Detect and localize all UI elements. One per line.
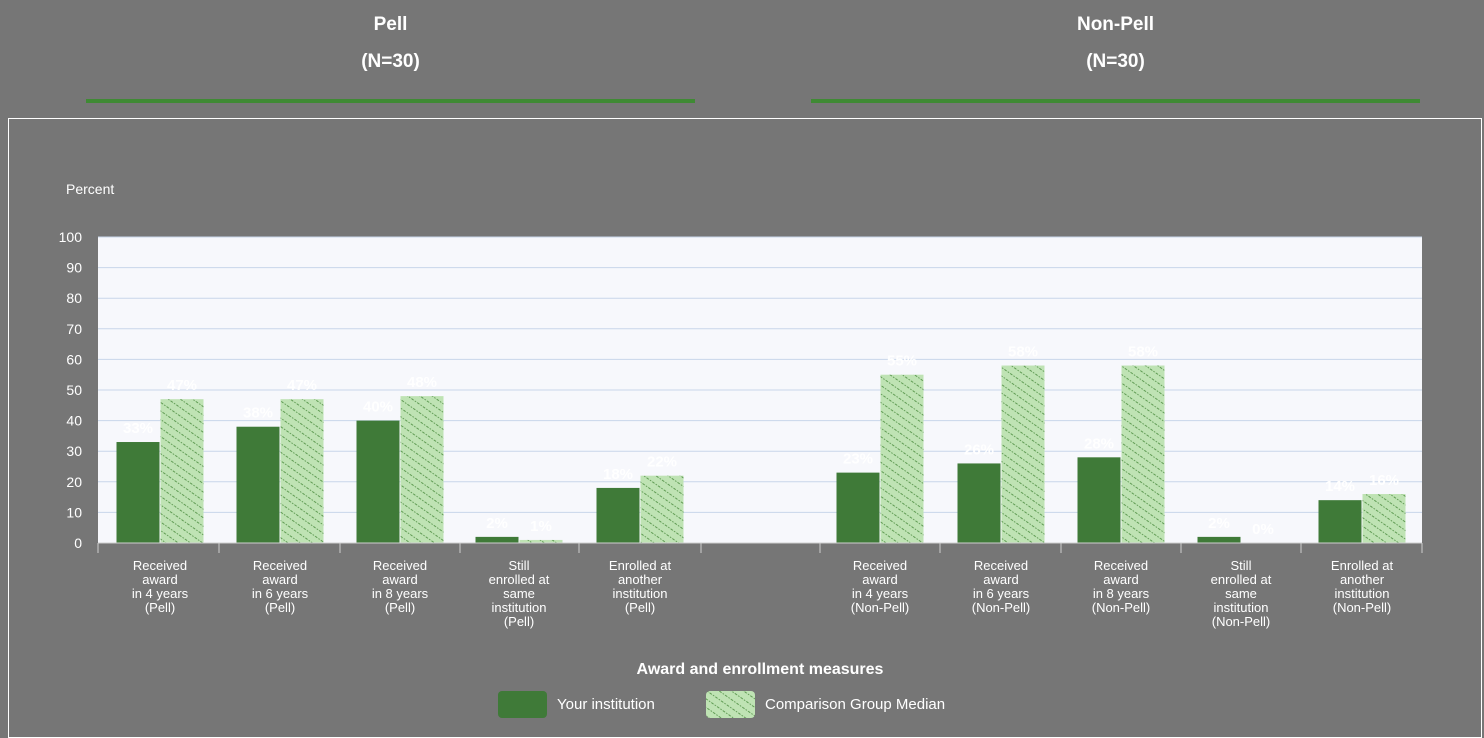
- bar-data-label: 38%: [243, 405, 273, 422]
- pell-group-count: (N=30): [361, 51, 420, 72]
- legend-label: Your institution: [557, 696, 655, 713]
- bar-comparison-median: [1121, 365, 1165, 543]
- bar-your-institution: [475, 536, 519, 543]
- x-category-label: Received award in 6 years (Pell): [252, 558, 309, 615]
- x-category-label: Enrolled at another institution (Pell): [609, 558, 672, 615]
- bar-your-institution: [1197, 536, 1241, 543]
- y-tick-label: 70: [66, 321, 82, 337]
- bar-comparison-median: [640, 475, 684, 543]
- bar-your-institution: [116, 442, 160, 543]
- bar-data-label: 40%: [363, 399, 393, 416]
- bar-data-label: 47%: [287, 377, 317, 394]
- bar-data-label: 14%: [1325, 478, 1355, 495]
- y-tick-label: 100: [59, 229, 83, 245]
- non-pell-group-count: (N=30): [1086, 51, 1145, 72]
- bar-your-institution: [1318, 500, 1362, 543]
- bar-data-label: 55%: [887, 353, 917, 370]
- x-category-label: Enrolled at another institution (Non-Pell): [1331, 558, 1394, 615]
- y-tick-label: 90: [66, 260, 82, 276]
- bar-comparison-median: [880, 374, 924, 543]
- bar-data-label: 22%: [647, 454, 677, 471]
- y-tick-label: 60: [66, 351, 82, 367]
- bar-data-label: 26%: [964, 441, 994, 458]
- bar-your-institution: [836, 472, 880, 543]
- y-tick-label: 80: [66, 290, 82, 306]
- y-tick-label: 40: [66, 413, 82, 429]
- bar-data-label: 0%: [1252, 521, 1274, 538]
- non-pell-group-header: Non-Pell (N=30): [811, 6, 1420, 80]
- y-tick-label: 0: [74, 535, 82, 551]
- bar-comparison-median: [1001, 365, 1045, 543]
- x-category-label: Received award in 4 years (Pell): [132, 558, 189, 615]
- non-pell-group-title: Non-Pell: [1076, 14, 1155, 35]
- bar-data-label: 23%: [843, 451, 873, 468]
- x-axis-label: Award and enrollment measures: [637, 661, 884, 678]
- bar-comparison-median: [519, 539, 563, 543]
- bar-comparison-median: [400, 396, 444, 543]
- y-tick-label: 10: [66, 504, 82, 520]
- legend-label: Comparison Group Median: [765, 696, 945, 713]
- y-tick-label: 50: [66, 382, 82, 398]
- x-category-label: Received award in 6 years (Non-Pell): [972, 558, 1031, 615]
- bar-comparison-median: [160, 399, 204, 543]
- chart-header: Pell (N=30) Non-Pell (N=30): [0, 0, 1484, 118]
- bar-data-label: 28%: [1084, 435, 1114, 452]
- bar-your-institution: [596, 487, 640, 543]
- bar-data-label: 58%: [1008, 344, 1038, 361]
- pell-group-header: Pell (N=30): [86, 6, 695, 80]
- x-category-label: Still enrolled at same institution (Non-Pell…: [1211, 558, 1272, 629]
- y-tick-label: 30: [66, 443, 82, 459]
- bar-your-institution: [1077, 457, 1121, 543]
- non-pell-group-underline: [811, 99, 1420, 103]
- bar-data-label: 2%: [486, 515, 508, 532]
- y-axis-label: Percent: [66, 181, 114, 197]
- bar-data-label: 48%: [407, 374, 437, 391]
- x-category-label: Received award in 8 years (Pell): [372, 558, 429, 615]
- bar-your-institution: [236, 426, 280, 543]
- x-category-label: Still enrolled at same institution (Pell): [489, 558, 550, 629]
- bar-your-institution: [957, 463, 1001, 543]
- bar-data-label: 47%: [167, 377, 197, 394]
- bar-data-label: 33%: [123, 420, 153, 437]
- bar-data-label: 1%: [530, 518, 552, 535]
- pell-group-underline: [86, 99, 695, 103]
- bar-data-label: 58%: [1128, 344, 1158, 361]
- pell-group-title: Pell: [373, 14, 408, 35]
- bar-data-label: 18%: [603, 466, 633, 483]
- y-tick-label: 20: [66, 474, 82, 490]
- legend-swatch-your-institution: [498, 691, 547, 718]
- legend-swatch-comparison-median: [706, 691, 755, 718]
- bar-comparison-median: [280, 399, 324, 543]
- bar-data-label: 16%: [1369, 472, 1399, 489]
- x-category-label: Received award in 8 years (Non-Pell): [1092, 558, 1151, 615]
- bar-your-institution: [356, 420, 400, 543]
- bar-data-label: 2%: [1208, 515, 1230, 532]
- x-category-label: Received award in 4 years (Non-Pell): [851, 558, 910, 615]
- bar-comparison-median: [1362, 494, 1406, 543]
